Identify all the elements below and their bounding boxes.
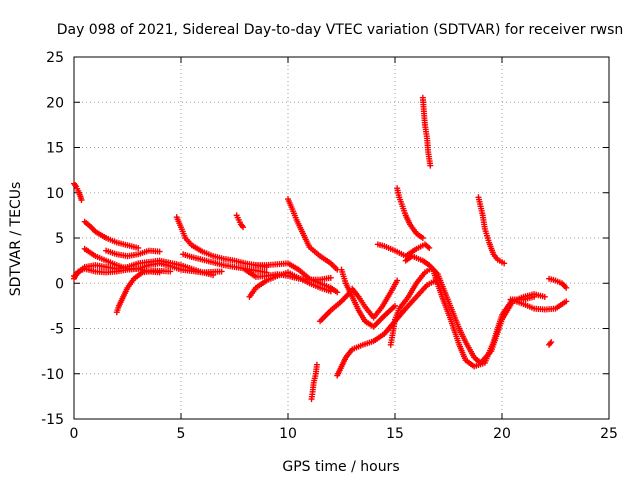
y-tick-label: -5 [50,322,64,338]
data-point [427,162,434,169]
x-tick-label: 20 [493,426,511,442]
x-tick-label: 25 [600,426,618,442]
data-point [167,268,174,275]
series-arc-06 [103,247,163,260]
data-point [501,260,508,267]
y-tick-label: -10 [41,367,64,383]
data-point [240,224,247,231]
y-tick-label: 0 [55,276,64,292]
data-point [419,235,426,241]
series-arc-16 [317,289,354,325]
data-point [313,361,320,368]
y-tick-label: -15 [41,412,64,428]
data-point [327,274,334,281]
data-point [392,302,398,309]
data-point [135,244,142,251]
grid [74,57,609,419]
series-arc-25 [419,94,434,169]
data-point [210,272,217,279]
chart-title: Day 098 of 2021, Sidereal Day-to-day VTE… [57,22,624,38]
x-tick-label: 5 [177,426,186,442]
y-tick-label: 25 [46,50,64,66]
y-axis-label: SDTVAR / TECUs [8,182,24,297]
series-arc-27 [507,296,570,313]
series-arc-09 [180,251,270,276]
data-point [394,277,401,284]
x-axis-label: GPS time / hours [282,459,399,475]
series-arc-14 [285,196,341,273]
series-arc-21 [387,266,433,348]
y-tick-label: 20 [46,95,64,111]
data-point [531,293,538,300]
series-arc-15 [308,361,320,403]
data-series [71,94,570,403]
series-arc-17 [338,266,398,330]
y-tick-labels: -15 -10 -5 0 5 10 15 20 25 [41,50,64,428]
data-point [547,340,554,347]
x-tick-label: 10 [279,426,297,442]
data-point [218,268,225,275]
series-arc-07 [113,267,174,316]
data-point [78,196,85,203]
y-tick-label: 15 [46,141,64,157]
series-arc-08 [173,214,270,270]
data-point [156,248,163,255]
x-tick-labels: 0 5 10 15 20 25 [70,426,618,442]
series-arc-28 [546,275,570,291]
series-arc-29 [546,339,555,348]
series-arc-24 [394,185,426,241]
data-point [541,293,548,300]
data-point [563,284,570,291]
x-tick-label: 0 [70,426,79,442]
series-arc-26 [475,194,508,267]
series-arc-01 [71,180,85,203]
data-point [426,244,433,251]
y-tick-label: 10 [46,186,64,202]
axis-ticks [73,56,610,420]
data-point [334,289,341,296]
series-arc-04 [81,218,142,251]
data-point [548,339,555,346]
series-arc-13 [252,260,341,296]
series-arc-03 [71,257,217,280]
x-tick-label: 15 [386,426,404,442]
series-arc-20 [374,241,433,260]
data-point [563,298,570,305]
series-arc-12 [246,269,334,300]
y-tick-label: 5 [55,231,64,247]
series-arc-19 [349,277,401,321]
series-arc-10 [233,212,247,231]
